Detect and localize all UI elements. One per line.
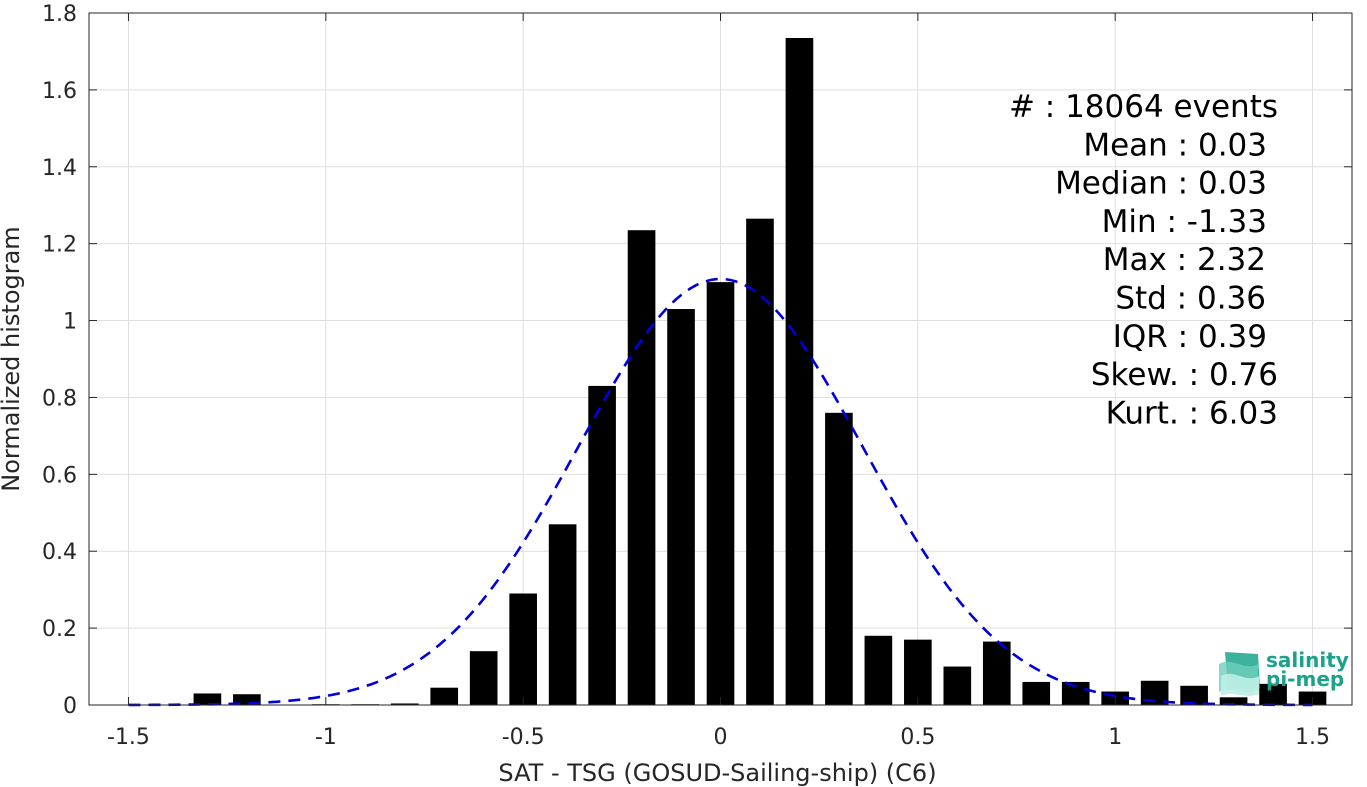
histogram-bar-7 [509, 593, 537, 705]
histogram-bar-25 [1219, 697, 1248, 705]
histogram-bar-18 [943, 666, 972, 705]
histogram-bar-24 [1180, 685, 1208, 705]
y-tick-label-6: 1.2 [42, 233, 77, 258]
y-tick-label-2: 0.4 [42, 540, 77, 565]
y-tick-label-5: 1 [63, 310, 77, 335]
histogram-bar-19 [982, 641, 1011, 705]
y-tick-label-1: 0.2 [42, 617, 77, 642]
stat-line-6: IQR : 0.39 [1113, 319, 1267, 355]
x-tick-label-5: 1 [1108, 725, 1122, 750]
stat-line-4: Max : 2.32 [1103, 242, 1266, 278]
histogram-bar-14 [785, 37, 814, 705]
histogram-bar-16 [864, 635, 893, 705]
histogram-bar-11 [667, 309, 695, 705]
stat-line-8: Kurt. : 6.03 [1106, 395, 1278, 431]
histogram-bar-6 [469, 651, 498, 705]
histogram-bar-9 [588, 385, 616, 705]
x-axis-label: SAT - TSG (GOSUD-Sailing-ship) (C6) [498, 759, 936, 787]
y-tick-label-7: 1.4 [42, 156, 77, 181]
histogram-bar-4 [390, 703, 419, 705]
logo-wave-icon [1219, 652, 1260, 696]
logo-text-line1: salinity [1266, 648, 1349, 672]
histogram-bar-21 [1061, 681, 1090, 705]
y-axis-label: Normalized histogram [0, 226, 25, 491]
stat-line-2: Median : 0.03 [1055, 166, 1267, 202]
stat-line-7: Skew. : 0.76 [1091, 357, 1278, 393]
y-tick-label-8: 1.6 [42, 79, 77, 104]
y-axis-ticks: 0 0.2 0.4 0.6 0.8 1 1.2 1.4 1.6 1.8 [42, 2, 1352, 719]
x-tick-label-6: 1.5 [1295, 725, 1330, 750]
histogram-bar-8 [548, 524, 577, 705]
histogram-bar-26 [1259, 683, 1287, 705]
stat-line-3: Min : -1.33 [1102, 204, 1267, 240]
y-tick-label-9: 1.8 [42, 2, 77, 27]
histogram-bar-17 [904, 639, 932, 705]
salinity-pimep-logo: salinity pi-mep [1219, 648, 1349, 696]
x-tick-label-3: 0 [714, 725, 728, 750]
x-tick-label-1: -1 [315, 725, 337, 750]
stat-line-5: Std : 0.36 [1115, 281, 1266, 317]
stat-line-1: Mean : 0.03 [1083, 127, 1267, 163]
histogram-bar-10 [627, 230, 656, 705]
histogram-bar-13 [746, 218, 774, 705]
x-tick-label-4: 0.5 [900, 725, 935, 750]
y-tick-label-4: 0.8 [42, 386, 77, 411]
histogram-bar-0 [193, 693, 222, 705]
x-axis-ticks: -1.5 -1 -0.5 0 0.5 1 1.5 [107, 13, 1330, 750]
histogram-bars [193, 37, 1327, 705]
logo-text-line2: pi-mep [1266, 667, 1344, 691]
x-tick-label-2: -0.5 [502, 725, 545, 750]
stat-line-0: # : 18064 events [1009, 89, 1278, 125]
histogram-bar-5 [430, 687, 459, 705]
y-tick-label-3: 0.6 [42, 463, 77, 488]
histogram-bar-20 [1022, 681, 1051, 705]
histogram-bar-12 [706, 282, 735, 705]
histogram-bar-1 [233, 694, 261, 705]
y-tick-label-0: 0 [63, 694, 77, 719]
x-tick-label-0: -1.5 [107, 725, 150, 750]
normal-fit-curve [128, 277, 1313, 707]
histogram-bar-15 [825, 412, 853, 705]
